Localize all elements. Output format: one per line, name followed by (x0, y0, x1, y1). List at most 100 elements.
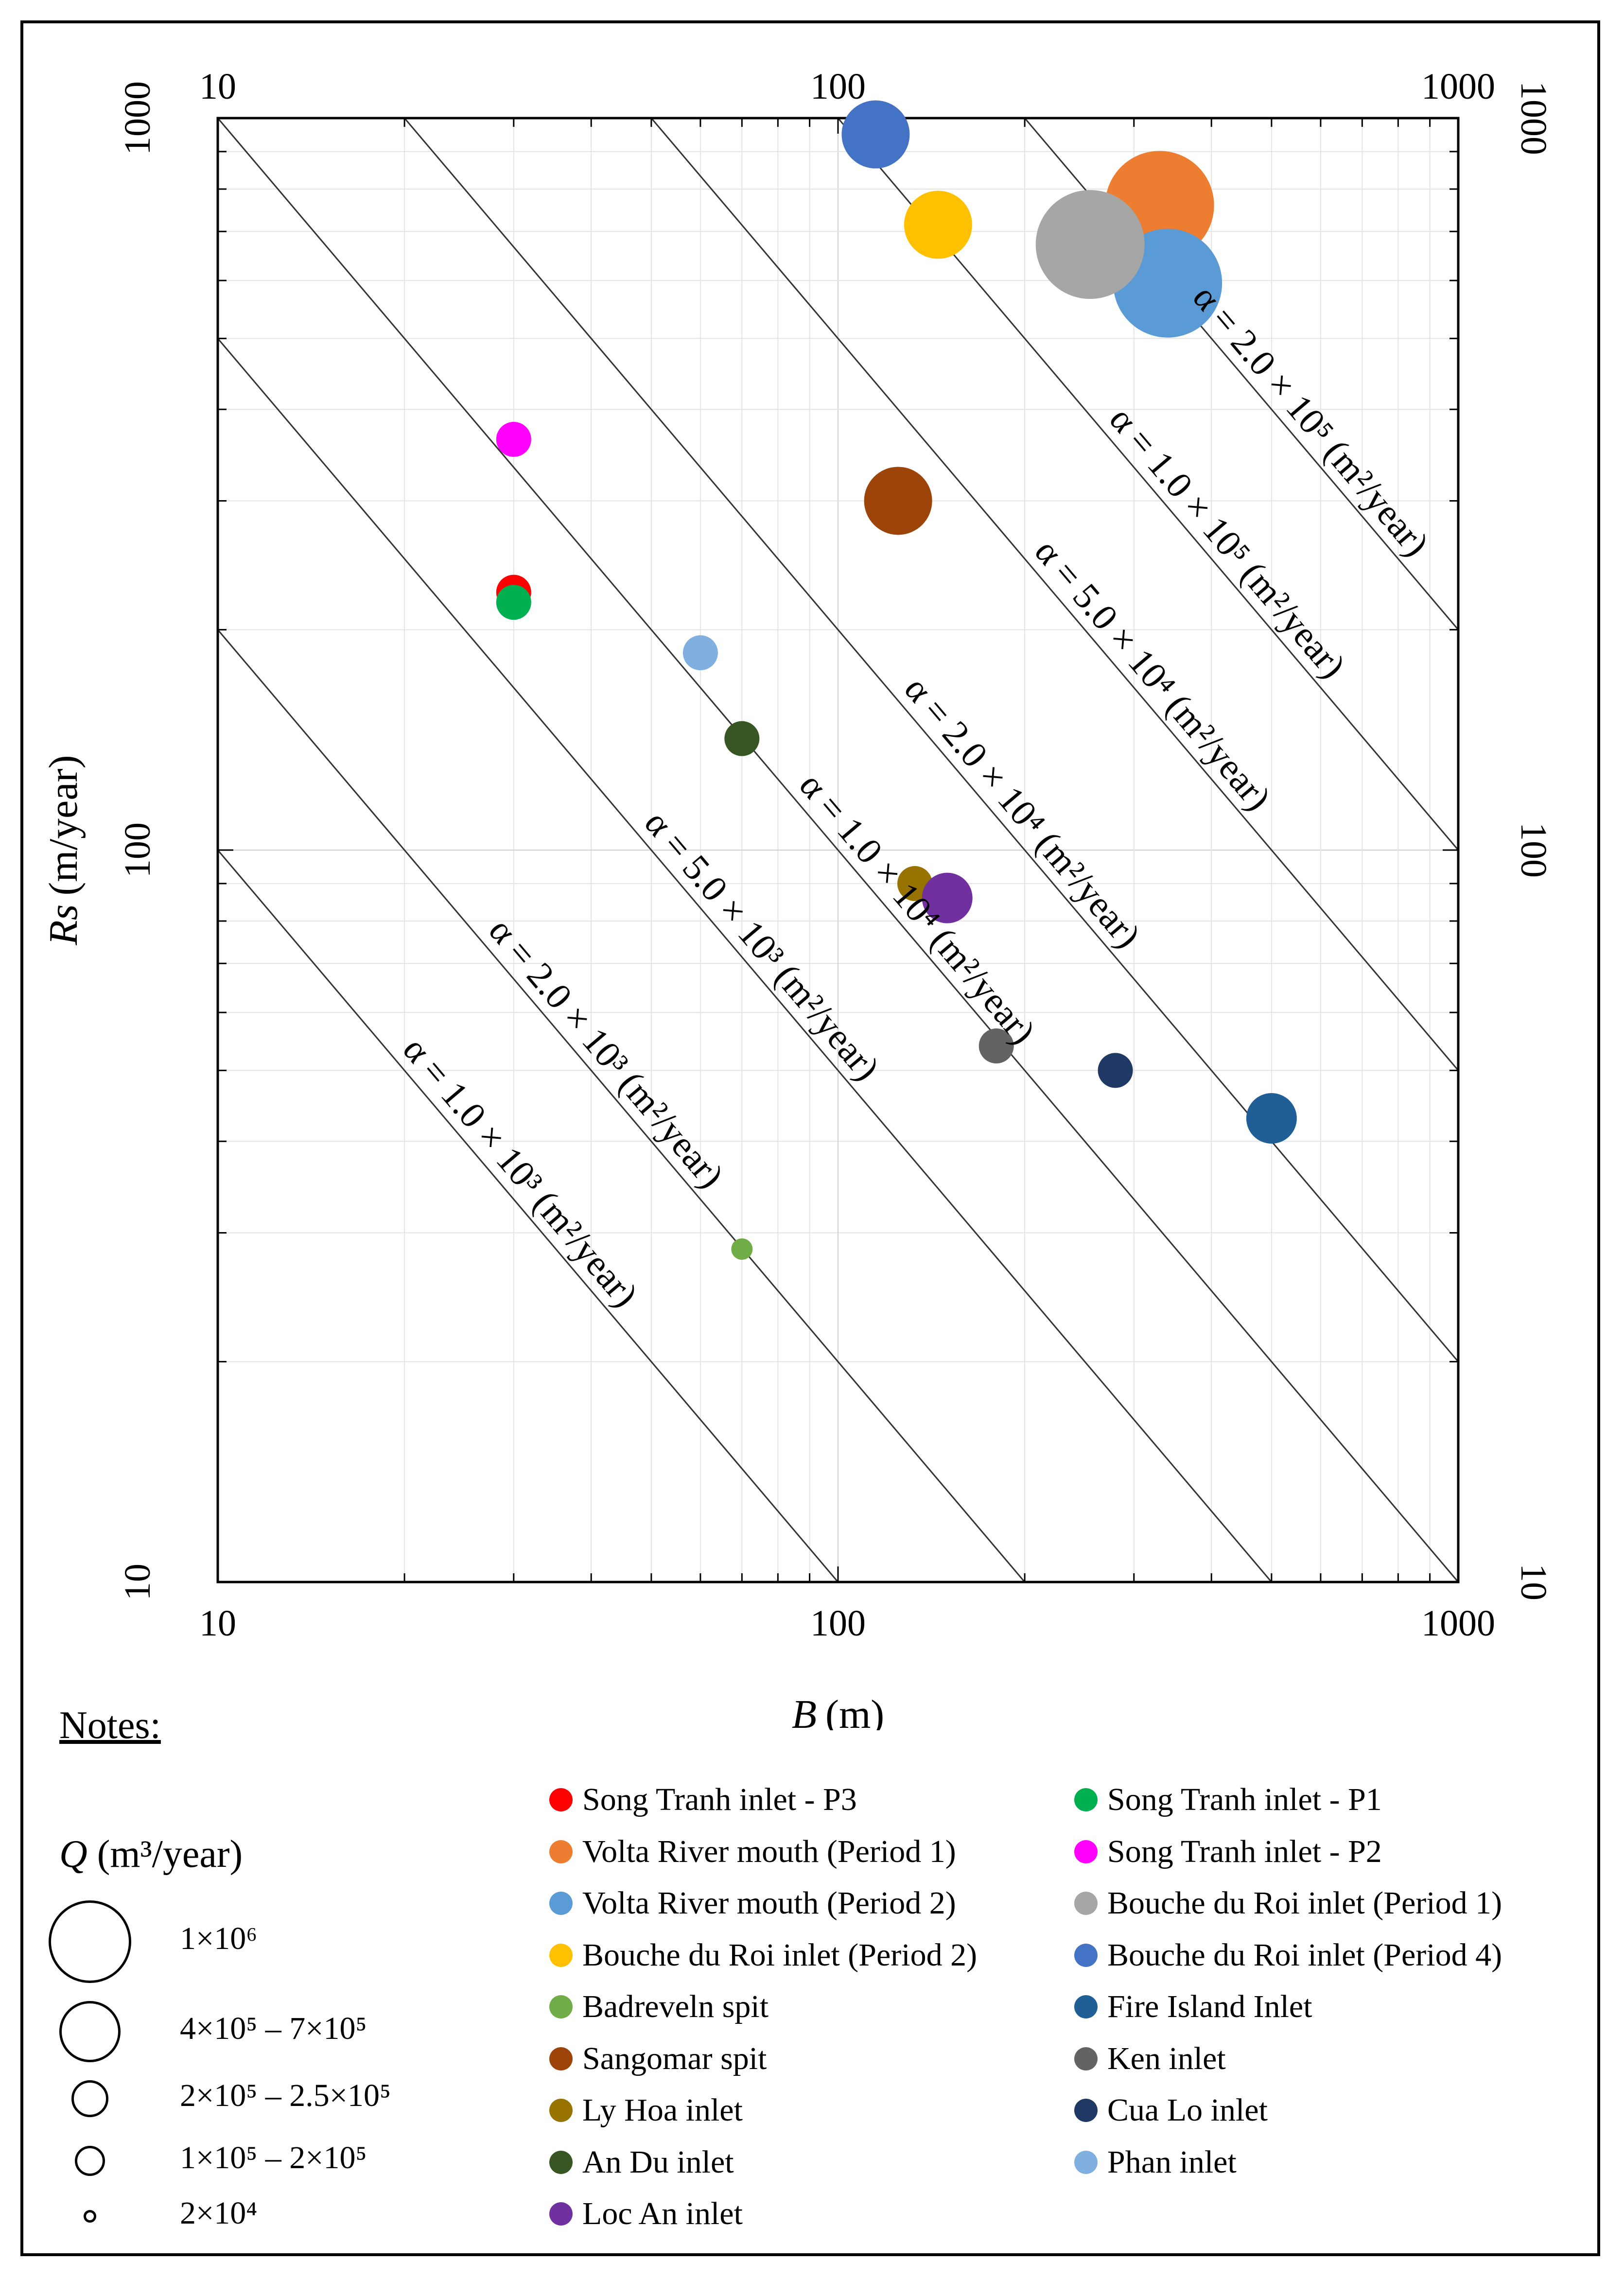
legend-label: An Du inlet (582, 2144, 734, 2180)
reference-line-labels: α = 1.0 × 10³ (m²/year)α = 2.0 × 10³ (m²… (395, 277, 1437, 1315)
data-point (841, 100, 910, 169)
x-tick-label-top: 100 (810, 66, 866, 107)
legend-item: Song Tranh inlet - P2 (1074, 1833, 1382, 1870)
legend-item: Bouche du Roi inlet (Period 2) (549, 1937, 977, 1974)
legend-swatch (1074, 2150, 1098, 2174)
x-axis-symbol: B (792, 1692, 817, 1730)
q-unit: (m³/year) (97, 1833, 243, 1876)
data-point (682, 635, 718, 671)
axis-ticks (218, 118, 1458, 1582)
y-tick-label-right: 100 (1513, 822, 1554, 878)
legend-swatch (549, 2202, 573, 2226)
size-legend-label: 1×10⁶ (180, 1921, 258, 1956)
size-legend-label: 4×10⁵ – 7×10⁵ (180, 2011, 367, 2046)
legend-label: Phan inlet (1107, 2144, 1237, 2180)
legend-item: Loc An inlet (549, 2195, 743, 2232)
legend-label: Fire Island Inlet (1107, 1989, 1312, 2024)
legend-item: Fire Island Inlet (1074, 1988, 1312, 2025)
x-axis-unit: (m) (825, 1692, 884, 1730)
legend-label: Badreveln spit (582, 1989, 769, 2024)
notes-title: Notes: (59, 1704, 161, 1747)
legend-swatch (1074, 1840, 1098, 1863)
legend-item: Cua Lo inlet (1074, 2092, 1268, 2129)
reference-line (217, 850, 839, 1583)
legend-item: Bouche du Roi inlet (Period 1) (1074, 1885, 1502, 1922)
legend-label: Volta River mouth (Period 2) (582, 1885, 956, 1921)
legend-swatch (1074, 1892, 1098, 1915)
data-point (496, 585, 531, 620)
legend-swatch (549, 1840, 573, 1863)
y-tick-label: 1000 (117, 81, 158, 155)
data-point (904, 191, 972, 259)
reference-line (403, 118, 1459, 1362)
legend-swatch (1074, 1943, 1098, 1967)
x-axis-label: B (m) (792, 1692, 885, 1730)
y-tick-label-right: 1000 (1513, 81, 1554, 155)
data-point (864, 467, 932, 535)
size-legend-circle (71, 2080, 108, 2117)
legend-label: Bouche du Roi inlet (Period 4) (1107, 1937, 1502, 1973)
legend-label: Bouche du Roi inlet (Period 1) (1107, 1885, 1502, 1921)
size-legend-label: 2×10⁵ – 2.5×10⁵ (180, 2078, 391, 2113)
data-point (1035, 190, 1145, 299)
data-point (978, 1028, 1014, 1064)
data-points (496, 100, 1297, 1260)
y-tick-label: 10 (117, 1564, 158, 1601)
legend-item: Volta River mouth (Period 1) (549, 1833, 956, 1870)
chart-svg: α = 1.0 × 10³ (m²/year)α = 2.0 × 10³ (m²… (41, 66, 1554, 1730)
legend-swatch (1074, 2099, 1098, 2122)
reference-line (217, 338, 1273, 1583)
legend-item: An Du inlet (549, 2144, 734, 2181)
legend-item: Badreveln spit (549, 1988, 768, 2025)
legend-item: Sangomar spit (549, 2040, 767, 2077)
legend-label: Sangomar spit (582, 2040, 767, 2076)
reference-line (217, 118, 1459, 1583)
legend-label: Song Tranh inlet - P1 (1107, 1782, 1382, 1817)
reference-lines (217, 118, 1459, 1583)
x-tick-label: 100 (810, 1603, 866, 1644)
y-axis-unit: (m/year) (41, 755, 86, 895)
data-point (1246, 1093, 1297, 1144)
reference-line (650, 118, 1459, 1071)
legend-swatch (549, 1943, 573, 1967)
y-tick-label: 100 (117, 822, 158, 878)
data-point (724, 721, 760, 756)
size-legend-circle (75, 2146, 105, 2176)
size-legend-label: 2×10⁴ (180, 2195, 258, 2231)
size-legend-circle (84, 2210, 96, 2223)
size-legend-circle (59, 2001, 121, 2062)
legend-swatch (549, 1995, 573, 2018)
legend-item: Ken inlet (1074, 2040, 1226, 2077)
legend-label: Bouche du Roi inlet (Period 2) (582, 1937, 978, 1973)
legend-swatch (549, 2099, 573, 2122)
legend-label: Song Tranh inlet - P2 (1107, 1833, 1382, 1869)
legend-item: Ly Hoa inlet (549, 2092, 743, 2129)
legend-item: Phan inlet (1074, 2144, 1237, 2181)
x-tick-label: 1000 (1421, 1603, 1495, 1644)
size-legend-circle (49, 1900, 131, 1983)
legend-swatch (549, 1892, 573, 1915)
data-point (731, 1238, 753, 1260)
q-legend-title: Q (m³/year) (59, 1832, 243, 1877)
q-symbol: Q (59, 1833, 87, 1876)
y-axis-label: Rs (m/year) (41, 755, 86, 945)
legend-item: Song Tranh inlet - P3 (549, 1781, 857, 1818)
figure-frame (20, 20, 1600, 2256)
legend-label: Volta River mouth (Period 1) (582, 1833, 956, 1869)
x-tick-label-top: 10 (199, 66, 236, 107)
legend-item: Bouche du Roi inlet (Period 4) (1074, 1937, 1502, 1974)
legend-item: Song Tranh inlet - P1 (1074, 1781, 1382, 1818)
size-legend-label: 1×10⁵ – 2×10⁵ (180, 2140, 367, 2175)
reference-line (217, 629, 1026, 1583)
legend-swatch (549, 2047, 573, 2070)
y-tick-label-right: 10 (1513, 1564, 1554, 1601)
legend-label: Loc An inlet (582, 2196, 743, 2231)
data-point (496, 421, 531, 457)
x-tick-label: 10 (199, 1603, 236, 1644)
legend-label: Cua Lo inlet (1107, 2092, 1268, 2128)
y-axis-symbol: Rs (41, 905, 86, 946)
legend-label: Ken inlet (1107, 2040, 1226, 2076)
x-tick-label-top: 1000 (1421, 66, 1495, 107)
data-point (922, 872, 973, 923)
grid (218, 118, 1458, 1582)
